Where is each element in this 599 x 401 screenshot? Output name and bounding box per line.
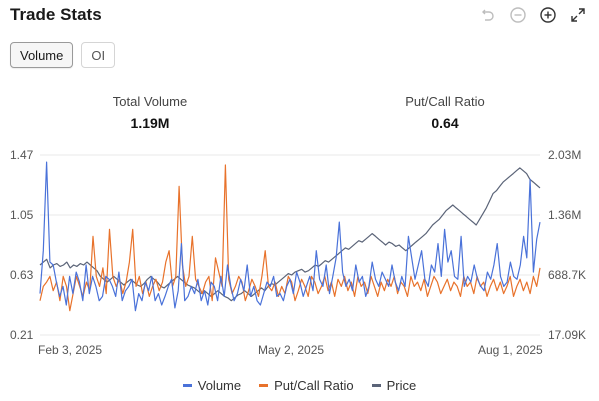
chart-legend: Volume Put/Call Ratio Price bbox=[0, 378, 599, 393]
left-axis-tick: 0.21 bbox=[10, 328, 34, 342]
legend-swatch bbox=[182, 384, 192, 387]
legend-swatch bbox=[259, 384, 269, 387]
x-axis-tick: Aug 1, 2025 bbox=[478, 343, 543, 357]
x-axis-tick: May 2, 2025 bbox=[258, 343, 325, 357]
right-axis-tick: 17.09K bbox=[548, 328, 587, 342]
series-price-line bbox=[39, 167, 541, 302]
x-axis-tick: Feb 3, 2025 bbox=[38, 343, 103, 357]
right-axis-tick: 1.36M bbox=[548, 208, 582, 222]
total-volume-stat: Total Volume 1.19M bbox=[70, 94, 230, 131]
expand-icon[interactable] bbox=[567, 4, 589, 26]
page-title: Trade Stats bbox=[10, 5, 102, 24]
left-axis-tick: 1.05 bbox=[10, 208, 34, 222]
left-axis-tick: 0.63 bbox=[10, 268, 34, 282]
left-axis-tick: 1.47 bbox=[10, 148, 34, 162]
total-volume-value: 1.19M bbox=[130, 115, 170, 131]
right-axis-tick: 2.03M bbox=[548, 148, 582, 162]
zoom-out-icon[interactable] bbox=[507, 4, 529, 26]
legend-swatch bbox=[371, 384, 381, 387]
chart-toolbar bbox=[477, 4, 589, 26]
series-volume-line bbox=[39, 161, 541, 312]
series-put-call-line bbox=[39, 164, 541, 312]
legend-item-volume[interactable]: Volume bbox=[182, 378, 242, 393]
legend-label: Price bbox=[386, 378, 417, 393]
legend-label: Volume bbox=[197, 378, 242, 393]
undo-icon[interactable] bbox=[477, 4, 499, 26]
put-call-label: Put/Call Ratio bbox=[405, 94, 485, 109]
right-axis-tick: 688.7K bbox=[548, 268, 587, 282]
total-volume-label: Total Volume bbox=[112, 94, 188, 109]
zoom-in-icon[interactable] bbox=[537, 4, 559, 26]
legend-label: Put/Call Ratio bbox=[274, 378, 354, 393]
legend-item-put-call[interactable]: Put/Call Ratio bbox=[259, 378, 354, 393]
metric-tabs: Volume OI bbox=[10, 42, 116, 68]
put-call-value: 0.64 bbox=[431, 115, 459, 131]
tab-oi[interactable]: OI bbox=[81, 42, 116, 68]
legend-item-price[interactable]: Price bbox=[371, 378, 417, 393]
put-call-stat: Put/Call Ratio 0.64 bbox=[365, 94, 525, 131]
tab-volume[interactable]: Volume bbox=[10, 42, 74, 68]
